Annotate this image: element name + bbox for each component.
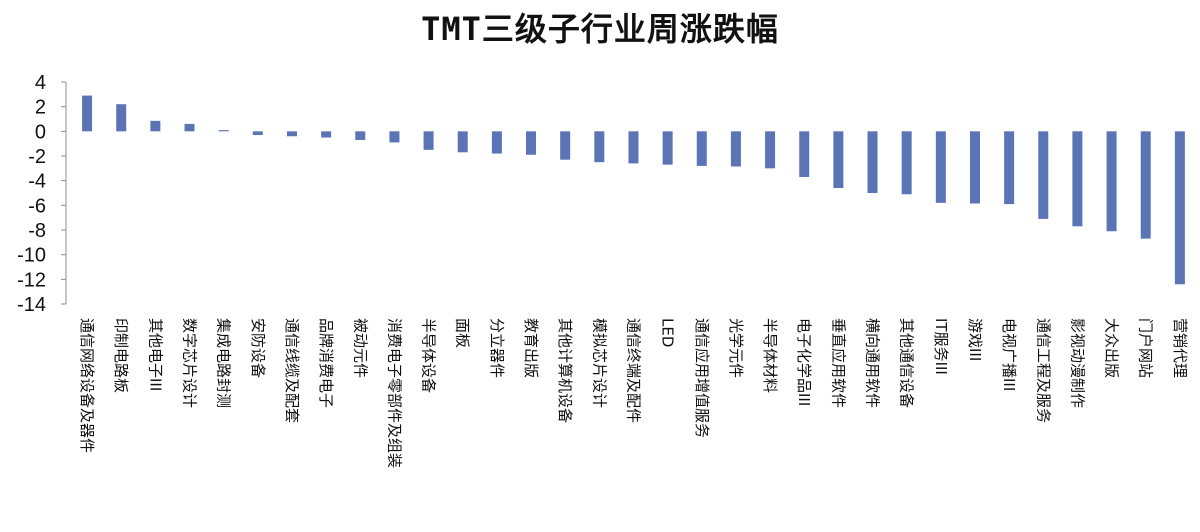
bar	[1174, 131, 1185, 285]
y-tick-label: -8	[28, 220, 46, 242]
bar	[82, 95, 93, 132]
chart-title: TMT三级子行业周涨跌幅	[421, 10, 779, 48]
bar	[355, 131, 366, 140]
x-category-label: 分立器件	[488, 318, 506, 378]
bar	[389, 131, 400, 143]
bar	[1038, 131, 1049, 219]
x-category-label: 垂直应用软件	[829, 318, 847, 408]
bar	[423, 131, 434, 150]
x-category-label: 集成电路封测	[215, 318, 233, 408]
bar	[935, 131, 946, 203]
bar	[252, 131, 263, 136]
bar	[628, 131, 639, 164]
bar	[218, 130, 229, 132]
x-category-label: 数字芯片设计	[181, 318, 199, 408]
y-tick-label: 2	[35, 97, 46, 119]
bar	[1004, 131, 1015, 205]
x-category-label: 通信网络设备及器件	[78, 318, 96, 453]
bar	[286, 131, 297, 137]
x-category-label: 教育出版	[522, 318, 540, 378]
x-category-label: 其他计算机设备	[556, 318, 574, 423]
x-category-label: 游戏III	[966, 318, 984, 361]
x-category-label: 门户网站	[1137, 318, 1155, 378]
x-category-label: 影视动漫制作	[1068, 318, 1086, 408]
y-tick-label: -14	[17, 294, 46, 316]
x-category-label: LED	[659, 318, 677, 347]
bar	[969, 131, 980, 204]
x-category-label: 面板	[454, 318, 472, 348]
x-category-label: 通信工程及服务	[1034, 318, 1052, 423]
bar	[560, 131, 571, 160]
x-category-label: 通信终端及配件	[624, 318, 642, 423]
bar	[730, 131, 741, 167]
bar	[321, 131, 332, 138]
bar	[765, 131, 776, 169]
x-category-label: 半导体材料	[761, 318, 779, 393]
bar	[799, 131, 810, 177]
y-tick-label: -10	[17, 245, 46, 267]
x-category-label: 半导体设备	[420, 318, 438, 393]
bar	[1072, 131, 1083, 227]
bars-group	[82, 95, 1185, 285]
x-category-label: 光学元件	[727, 318, 745, 378]
y-tick-label: -12	[17, 269, 46, 291]
bar	[526, 131, 537, 155]
y-tick-label: 4	[35, 72, 46, 94]
x-category-label: 其他通信设备	[898, 318, 916, 408]
bar	[662, 131, 673, 165]
x-category-label: 大众出版	[1103, 318, 1121, 378]
y-tick-label: -4	[28, 171, 46, 193]
y-tick-label: -6	[28, 195, 46, 217]
x-axis-labels: 通信网络设备及器件 印制电路板 其他电子III 数字芯片设计 集成电路封测 安防设备 通信线…	[78, 318, 1189, 468]
bar	[867, 131, 878, 193]
x-category-label: 电视广播III	[1000, 318, 1018, 391]
bar	[457, 131, 468, 153]
x-category-label: 营销代理	[1171, 318, 1189, 378]
x-category-label: 安防设备	[249, 318, 267, 378]
x-category-label: IT服务III	[932, 318, 950, 375]
bar	[696, 131, 707, 166]
bar	[184, 123, 195, 132]
x-category-label: 横向通用软件	[864, 318, 882, 408]
x-category-label: 其他电子III	[146, 318, 164, 391]
bar	[833, 131, 844, 189]
x-category-label: 品牌消费电子	[317, 318, 335, 408]
bar	[594, 131, 605, 163]
bar	[491, 131, 502, 154]
x-category-label: 模拟芯片设计	[590, 318, 608, 408]
x-category-label: 消费电子零部件及组装	[385, 318, 403, 468]
y-tick-label: 0	[35, 121, 46, 143]
bar	[150, 120, 161, 132]
y-tick-label: -2	[28, 146, 46, 168]
bar	[116, 104, 127, 132]
x-category-label: 被动元件	[351, 318, 369, 378]
bar	[901, 131, 912, 195]
y-axis: 4 20 -2 -4-6 -8 -10-12 -14	[17, 72, 67, 316]
x-category-label: 通信应用增值服务	[693, 318, 711, 438]
x-category-label: 印制电路板	[112, 318, 130, 393]
x-category-label: 通信线缆及配套	[283, 318, 301, 423]
bar	[1140, 131, 1151, 239]
x-category-label: 电子化学品III	[795, 318, 813, 406]
bar	[1106, 131, 1117, 232]
